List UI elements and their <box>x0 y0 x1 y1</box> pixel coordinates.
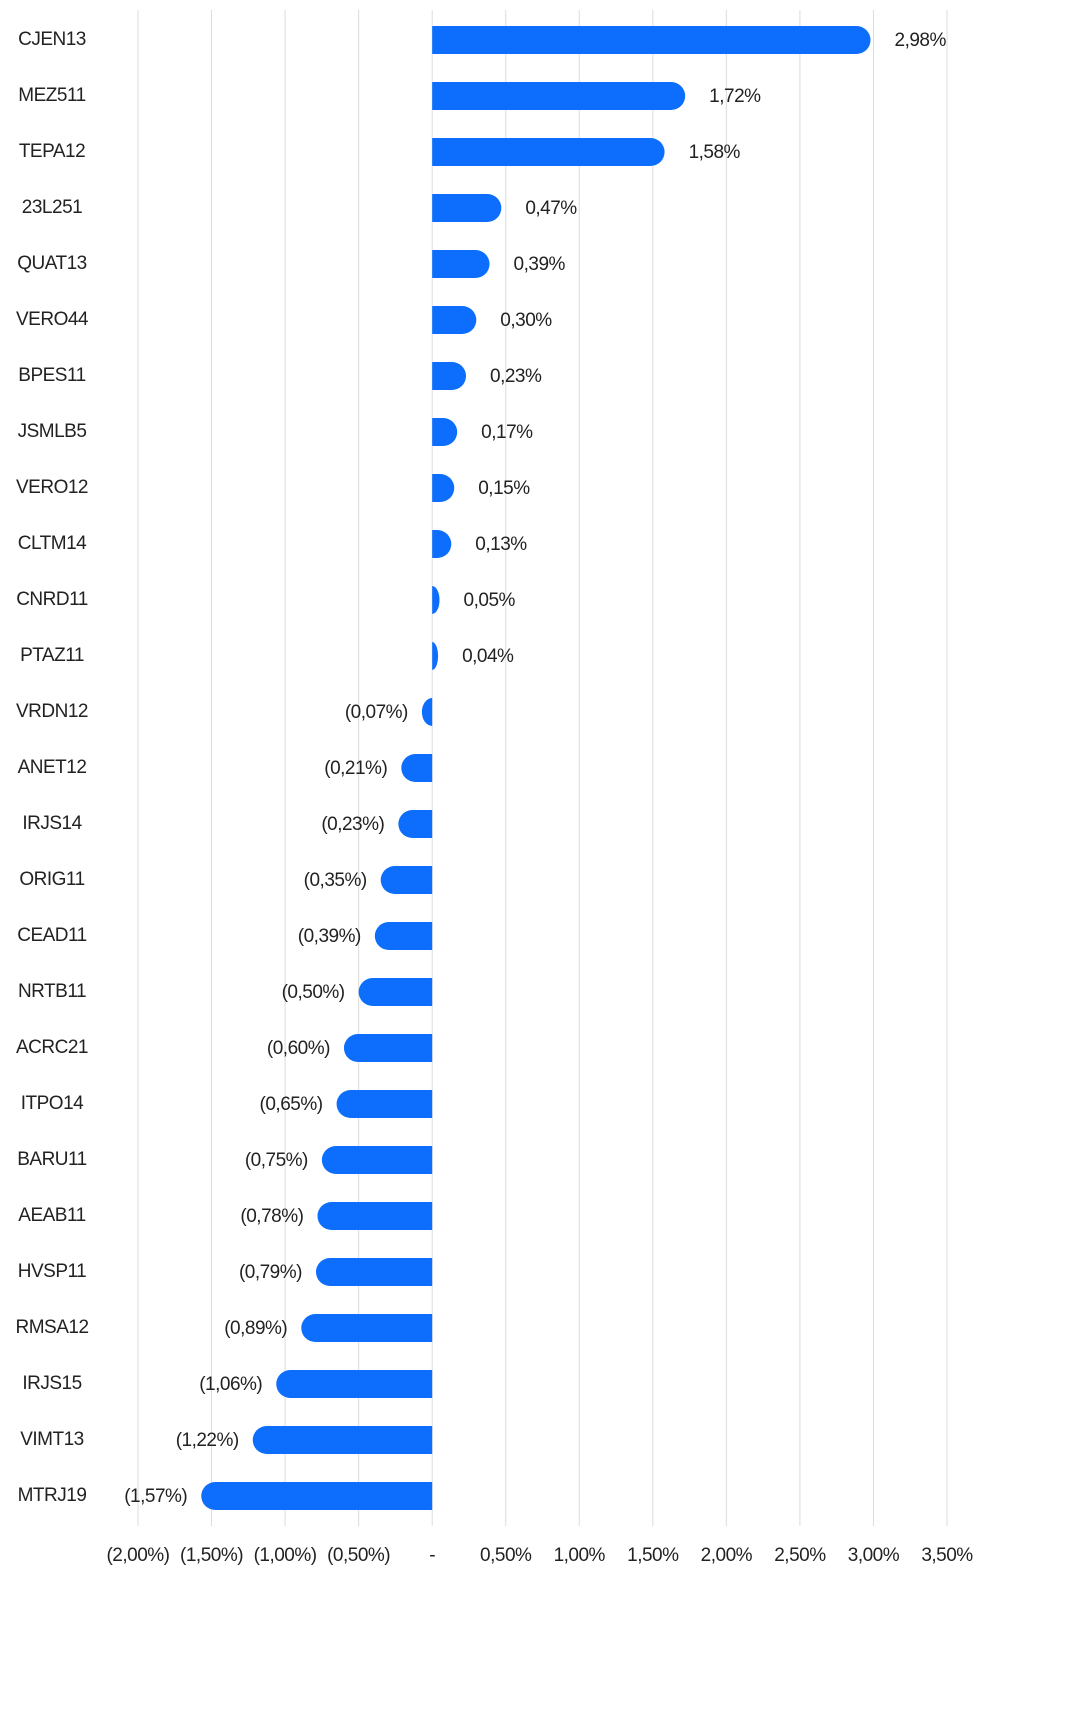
bar <box>432 250 490 278</box>
bar <box>252 1426 433 1454</box>
x-tick-label: - <box>429 1545 435 1566</box>
data-label: 0,05% <box>464 590 516 611</box>
data-label: 0,17% <box>481 422 533 443</box>
data-label: 0,47% <box>525 198 577 219</box>
x-tick-label: (1,00%) <box>254 1545 317 1566</box>
data-label: (1,22%) <box>176 1430 239 1451</box>
data-label: (1,06%) <box>199 1374 262 1395</box>
y-tick-label: ORIG11 <box>19 869 84 890</box>
bar <box>301 1314 433 1342</box>
data-label: 0,15% <box>478 478 530 499</box>
data-label: (0,75%) <box>245 1150 308 1171</box>
data-label: (0,39%) <box>298 926 361 947</box>
bar <box>432 138 665 166</box>
bar <box>432 586 440 614</box>
data-label: 1,58% <box>689 142 741 163</box>
x-tick-label: 2,00% <box>701 1545 753 1566</box>
bar <box>358 978 433 1006</box>
bar <box>432 194 502 222</box>
y-tick-label: HVSP11 <box>18 1261 86 1282</box>
x-tick-label: 2,50% <box>774 1545 826 1566</box>
x-tick-label: (0,50%) <box>327 1545 390 1566</box>
bar <box>432 26 871 54</box>
bar <box>201 1482 433 1510</box>
x-tick-label: 3,50% <box>921 1545 973 1566</box>
data-label: 1,72% <box>709 86 761 107</box>
data-label: (0,60%) <box>267 1038 330 1059</box>
data-label: (1,57%) <box>124 1486 187 1507</box>
y-tick-label: ITPO14 <box>21 1093 84 1114</box>
y-tick-label: CJEN13 <box>18 29 86 50</box>
y-tick-label: BARU11 <box>17 1149 87 1170</box>
bar <box>315 1258 433 1286</box>
y-tick-label: BPES11 <box>18 365 85 386</box>
y-tick-label: 23L251 <box>22 197 82 218</box>
x-tick-label: 1,50% <box>627 1545 679 1566</box>
bar <box>317 1202 433 1230</box>
data-label: (0,50%) <box>282 982 345 1003</box>
y-tick-label: RMSA12 <box>15 1317 88 1338</box>
y-tick-label: CNRD11 <box>16 589 88 610</box>
bar <box>432 642 439 670</box>
bar <box>321 1146 433 1174</box>
x-tick-label: (2,00%) <box>106 1545 169 1566</box>
data-label: 0,30% <box>500 310 552 331</box>
data-label: 2,98% <box>895 30 947 51</box>
y-tick-label: ACRC21 <box>16 1037 88 1058</box>
bar <box>432 418 458 446</box>
data-label: (0,07%) <box>345 702 408 723</box>
y-tick-label: IRJS15 <box>22 1373 81 1394</box>
y-tick-label: VIMT13 <box>20 1429 84 1450</box>
y-tick-label: JSMLB5 <box>18 421 87 442</box>
y-tick-label: CEAD11 <box>17 925 87 946</box>
y-tick-label: VERO12 <box>16 477 88 498</box>
bar <box>421 698 433 726</box>
y-tick-label: ANET12 <box>18 757 87 778</box>
y-tick-label: MTRJ19 <box>18 1485 87 1506</box>
y-tick-label: VERO44 <box>16 309 89 330</box>
bar <box>432 362 467 390</box>
bar <box>336 1090 433 1118</box>
data-label: 0,13% <box>475 534 527 555</box>
data-label: (0,89%) <box>224 1318 287 1339</box>
bar <box>374 922 433 950</box>
data-label: (0,65%) <box>260 1094 323 1115</box>
bar <box>432 82 686 110</box>
y-tick-label: TEPA12 <box>19 141 85 162</box>
bar <box>343 1034 433 1062</box>
bar <box>432 306 477 334</box>
y-tick-label: IRJS14 <box>22 813 82 834</box>
y-tick-label: CLTM14 <box>18 533 87 554</box>
y-tick-label: PTAZ11 <box>20 645 84 666</box>
bar <box>432 474 455 502</box>
bar <box>380 866 433 894</box>
data-label: 0,04% <box>462 646 514 667</box>
data-label: 0,23% <box>490 366 542 387</box>
y-tick-label: VRDN12 <box>16 701 88 722</box>
y-tick-label: QUAT13 <box>17 253 87 274</box>
bar <box>401 754 433 782</box>
data-label: (0,79%) <box>239 1262 302 1283</box>
bar <box>398 810 433 838</box>
y-tick-label: AEAB11 <box>18 1205 85 1226</box>
data-label: (0,35%) <box>304 870 367 891</box>
data-label: 0,39% <box>514 254 566 275</box>
bar <box>432 530 452 558</box>
data-label: (0,23%) <box>321 814 384 835</box>
data-label: (0,78%) <box>240 1206 303 1227</box>
x-tick-label: 3,00% <box>848 1545 900 1566</box>
y-tick-label: NRTB11 <box>18 981 86 1002</box>
x-tick-label: 0,50% <box>480 1545 532 1566</box>
y-tick-label: MEZ511 <box>18 85 85 106</box>
data-label: (0,21%) <box>324 758 387 779</box>
x-tick-label: 1,00% <box>554 1545 606 1566</box>
bar <box>276 1370 433 1398</box>
x-tick-label: (1,50%) <box>180 1545 243 1566</box>
